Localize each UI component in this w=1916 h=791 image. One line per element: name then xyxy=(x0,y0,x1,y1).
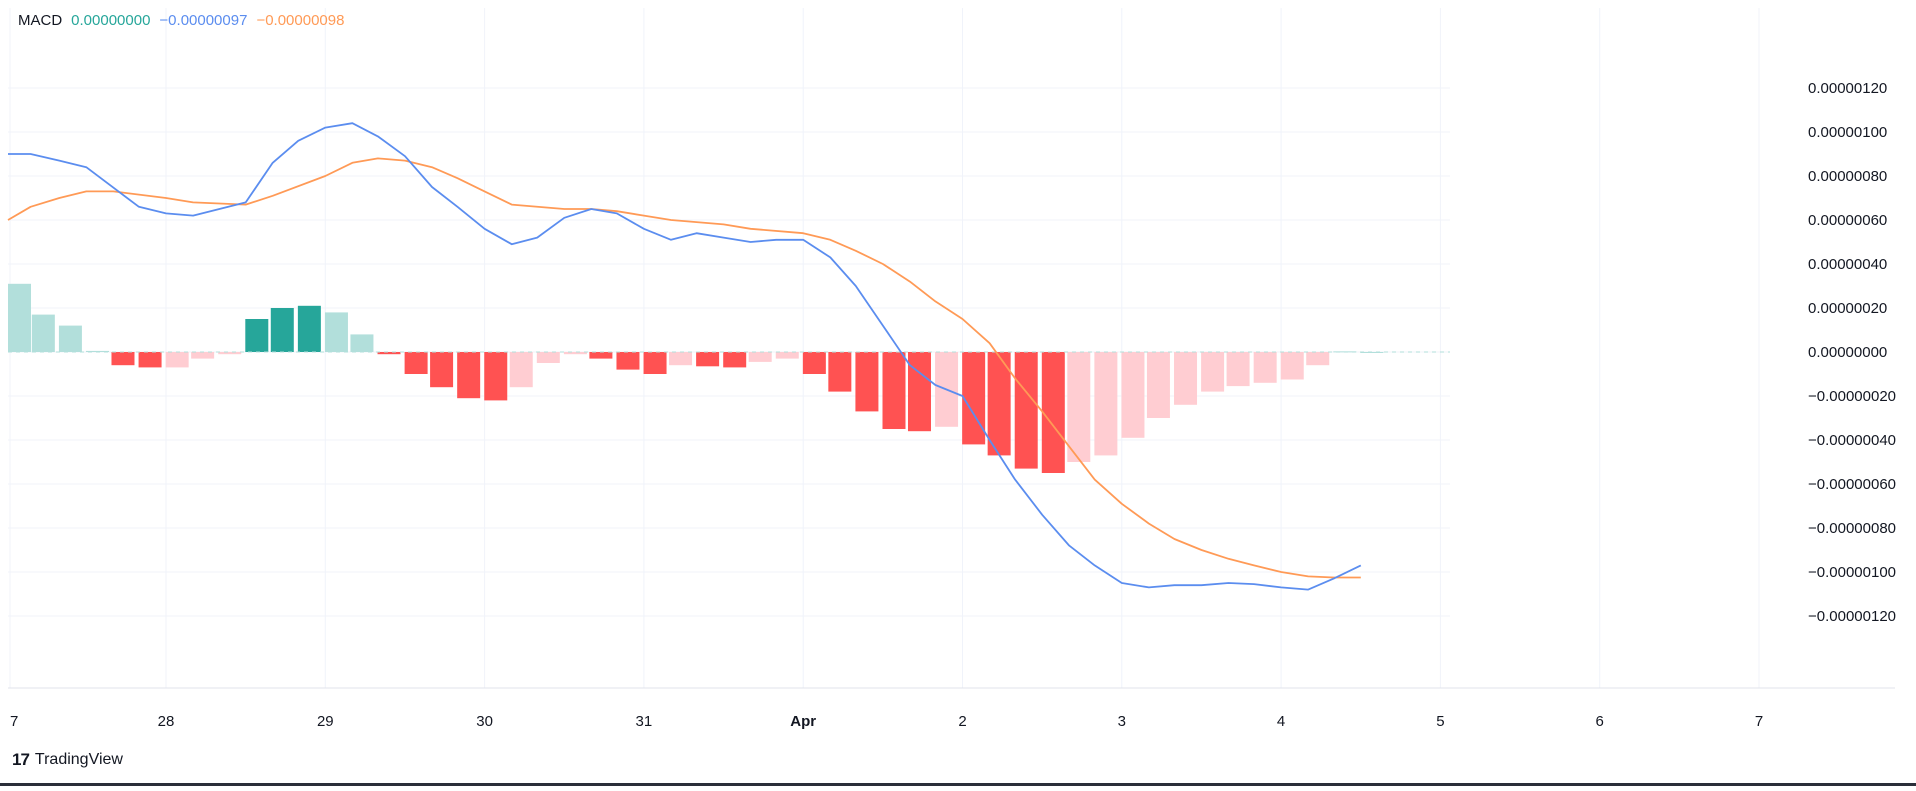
tradingview-attribution[interactable]: 17 TradingView xyxy=(12,750,123,770)
histogram-bar xyxy=(430,352,454,388)
y-tick-label: 0.00000060 xyxy=(1808,212,1887,229)
y-tick-label: −0.00000060 xyxy=(1808,476,1896,493)
histogram-bar xyxy=(165,352,189,368)
x-tick-label: 29 xyxy=(317,713,334,730)
y-tick-label: −0.00000080 xyxy=(1808,520,1896,537)
y-tick-label: −0.00000120 xyxy=(1808,608,1896,625)
histogram-bar xyxy=(31,314,55,352)
y-tick-label: −0.00000020 xyxy=(1808,388,1896,405)
histogram-bar xyxy=(509,352,533,388)
histogram-bar xyxy=(643,352,667,374)
histogram-bar xyxy=(270,308,294,352)
x-tick-label: 7 xyxy=(10,713,18,730)
y-tick-label: 0.00000100 xyxy=(1808,124,1887,141)
y-tick-label: 0.00000120 xyxy=(1808,80,1887,97)
histogram-bar xyxy=(1174,352,1198,405)
indicator-legend[interactable]: MACD 0.00000000 −0.00000097 −0.00000098 xyxy=(18,12,344,29)
histogram-bar xyxy=(1067,352,1091,462)
histogram-bar xyxy=(1306,352,1330,366)
y-tick-label: 0.00000000 xyxy=(1808,344,1887,361)
histogram-bar xyxy=(536,352,560,363)
histogram-bar xyxy=(748,352,772,362)
x-tick-label: 28 xyxy=(158,713,175,730)
histogram-bar xyxy=(907,352,931,432)
histogram-bar xyxy=(802,352,826,374)
histogram-bar xyxy=(882,352,906,429)
histogram-bar xyxy=(1226,352,1250,387)
histogram-series xyxy=(8,283,1384,473)
line-series xyxy=(7,122,1362,591)
x-tick-label: 2 xyxy=(958,713,966,730)
histogram-bar xyxy=(1014,352,1038,469)
histogram-bar xyxy=(1253,352,1277,383)
bottom-border xyxy=(0,783,1916,786)
x-tick-label: 6 xyxy=(1596,713,1604,730)
signal-value: −0.00000098 xyxy=(256,12,345,29)
x-tick-label: 3 xyxy=(1118,713,1126,730)
histogram-bar xyxy=(324,312,348,352)
histogram-bar xyxy=(855,352,879,412)
histogram-bar xyxy=(58,325,82,352)
histogram-bar xyxy=(589,352,613,359)
macd-line xyxy=(8,122,1362,591)
brand-name: TradingView xyxy=(34,751,123,768)
histogram-bar xyxy=(8,297,31,352)
histogram-bar xyxy=(962,352,986,445)
histogram-bar xyxy=(297,305,321,352)
histogram-bar xyxy=(1201,352,1225,392)
histogram-bar xyxy=(457,352,481,399)
histogram-bar xyxy=(696,352,720,367)
histogram-bar xyxy=(1121,352,1145,438)
histogram-bar xyxy=(404,352,428,374)
histogram-bar xyxy=(828,352,852,392)
histogram-bar xyxy=(245,319,269,352)
histogram-bar xyxy=(669,352,693,366)
y-tick-label: 0.00000020 xyxy=(1808,300,1887,317)
indicator-name[interactable]: MACD xyxy=(18,12,63,29)
histogram-bar xyxy=(350,334,374,352)
y-tick-label: 0.00000040 xyxy=(1808,256,1887,273)
histogram-bar xyxy=(138,352,162,368)
histogram-bar xyxy=(987,352,1011,456)
x-axis[interactable]: 7 28 29 30 31 Apr 2 3 4 5 6 7 xyxy=(10,713,1763,730)
x-tick-label: 5 xyxy=(1436,713,1444,730)
histogram-bar xyxy=(191,352,215,359)
histogram-bar xyxy=(484,352,508,401)
y-tick-label: 0.00000080 xyxy=(1808,168,1887,185)
histogram-bar xyxy=(1280,352,1304,380)
histogram-bar xyxy=(616,352,640,370)
macd-value: −0.00000097 xyxy=(159,12,248,29)
histogram-bar xyxy=(723,352,747,368)
x-tick-label: 4 xyxy=(1277,713,1285,730)
histogram-bar xyxy=(563,352,587,355)
y-axis[interactable]: 0.00000120 0.00000100 0.00000080 0.00000060… xyxy=(1808,80,1896,625)
histogram-bar xyxy=(86,350,110,352)
signal-line xyxy=(7,157,1361,579)
tradingview-logo-icon: 17 xyxy=(12,750,30,769)
grid xyxy=(8,8,1760,688)
x-tick-label: 7 xyxy=(1755,713,1763,730)
y-tick-label: −0.00000040 xyxy=(1808,432,1896,449)
x-tick-label: 31 xyxy=(636,713,653,730)
histogram-bar xyxy=(1146,352,1170,418)
histogram-bar xyxy=(377,352,401,355)
histogram-bar xyxy=(1094,352,1118,456)
y-tick-label: −0.00000100 xyxy=(1808,564,1896,581)
x-tick-label: Apr xyxy=(790,713,816,730)
histogram-bar xyxy=(111,352,135,366)
histogram-bar xyxy=(1041,352,1065,473)
histogram-value: 0.00000000 xyxy=(71,12,151,29)
x-tick-label: 30 xyxy=(476,713,493,730)
histogram-bar xyxy=(775,352,799,359)
histogram-bar xyxy=(218,352,242,355)
